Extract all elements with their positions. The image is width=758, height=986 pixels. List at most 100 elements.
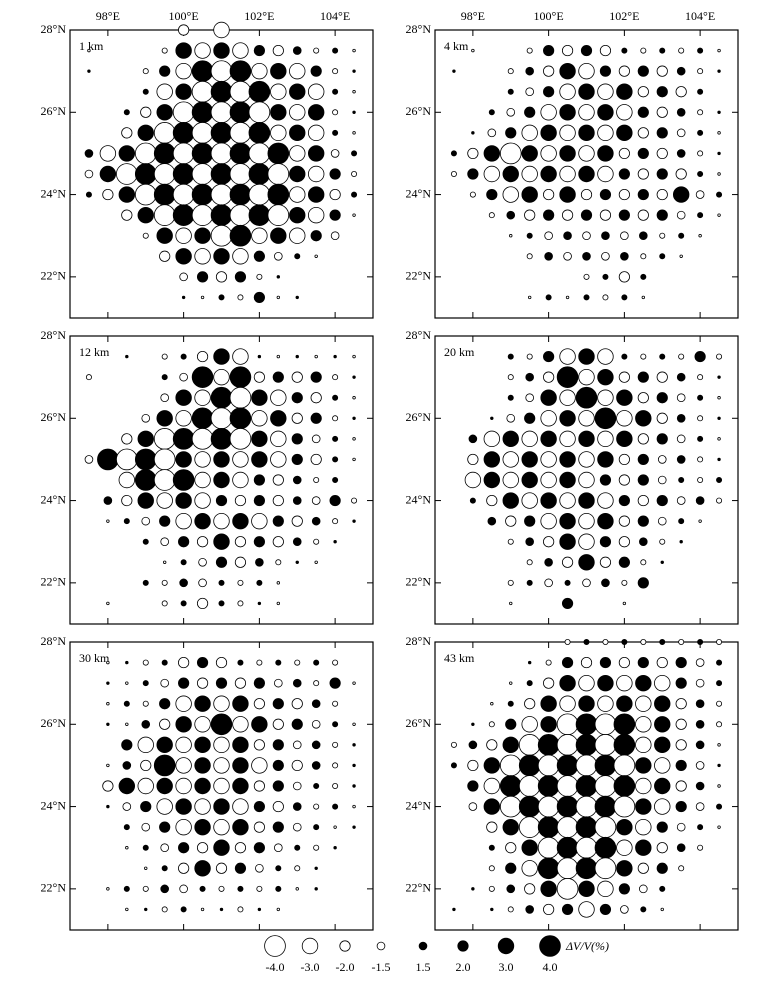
bubble — [635, 410, 652, 427]
bubble — [194, 757, 211, 774]
bubble — [191, 142, 214, 165]
bubble — [198, 578, 207, 588]
bubble — [502, 430, 519, 448]
bubble — [232, 818, 249, 836]
bubble — [307, 104, 325, 121]
bubble — [697, 47, 704, 54]
bubble — [106, 763, 110, 768]
bubble — [583, 639, 590, 646]
panel-label: 12 km — [79, 345, 110, 359]
bubble — [142, 68, 149, 75]
bubble — [275, 659, 282, 666]
bubble — [717, 743, 721, 747]
bubble — [518, 795, 541, 818]
bubble — [543, 209, 555, 221]
bubble — [329, 494, 341, 507]
y-tick-label: 28°N — [41, 634, 67, 648]
bubble — [564, 639, 571, 646]
bubble — [210, 407, 233, 430]
bubble — [175, 62, 192, 80]
y-tick-label: 28°N — [41, 328, 67, 342]
bubble — [123, 885, 130, 892]
bubble — [248, 101, 271, 124]
bubble — [618, 883, 630, 895]
bubble — [332, 435, 339, 442]
bubble — [559, 145, 576, 162]
y-tick-label: 26°N — [41, 104, 67, 118]
bubble — [272, 515, 284, 527]
bubble — [556, 713, 579, 736]
bubble — [543, 371, 555, 383]
bubble — [276, 295, 281, 300]
bubble — [717, 110, 721, 114]
bubble — [676, 413, 686, 423]
bubble — [468, 802, 478, 811]
bubble — [161, 579, 168, 586]
y-tick-label: 28°N — [406, 22, 432, 36]
bubble — [675, 718, 687, 730]
x-tick-label: 98°E — [461, 9, 485, 23]
bubble — [311, 434, 321, 444]
bubble — [123, 824, 130, 831]
bubble — [537, 734, 560, 756]
bubble — [191, 204, 214, 226]
bubble — [251, 430, 268, 448]
bubble — [160, 843, 169, 853]
y-tick-label: 24°N — [41, 492, 67, 506]
bubble — [640, 906, 647, 913]
bubble — [153, 183, 176, 206]
bubble — [142, 579, 149, 586]
bubble — [232, 42, 249, 59]
bubble — [717, 48, 721, 53]
bubble — [716, 680, 723, 687]
bubble — [695, 802, 705, 811]
bubble — [234, 494, 247, 507]
bubble — [635, 818, 652, 836]
bubble — [210, 101, 233, 124]
bubble — [509, 601, 513, 606]
bubble — [507, 353, 514, 360]
bubble — [333, 354, 337, 359]
bubble — [160, 678, 169, 688]
bubble — [518, 775, 541, 797]
bubble — [272, 494, 284, 507]
bubble — [518, 754, 541, 777]
bubble — [540, 451, 557, 468]
bubble — [229, 60, 252, 82]
bubble — [526, 253, 533, 260]
bubble — [678, 518, 685, 525]
bubble — [583, 294, 590, 301]
bubble — [215, 556, 228, 568]
x-tick-label: 98°E — [96, 9, 120, 23]
bubble — [200, 295, 205, 300]
bubble — [194, 818, 211, 836]
bubble — [106, 722, 110, 726]
bubble — [599, 65, 612, 77]
bubble — [194, 736, 211, 754]
bubble — [270, 104, 287, 121]
bubble — [697, 109, 704, 116]
bubble — [660, 560, 664, 564]
bubble — [676, 455, 686, 464]
bubble — [676, 210, 686, 220]
bubble — [697, 415, 704, 422]
bubble — [613, 754, 636, 777]
bubble — [253, 44, 265, 57]
bubble — [656, 65, 668, 77]
legend-bubble — [418, 941, 428, 951]
bubble — [635, 674, 652, 692]
bubble — [697, 88, 704, 95]
bubble — [507, 579, 514, 586]
bubble — [270, 227, 287, 244]
bubble — [679, 540, 683, 544]
bubble — [521, 124, 538, 142]
bubble — [654, 695, 671, 712]
bubble — [253, 739, 265, 751]
bubble — [483, 145, 501, 162]
bubble — [196, 350, 209, 363]
bubble — [142, 680, 149, 687]
bubble — [272, 739, 284, 751]
legend-label: -1.5 — [372, 960, 391, 974]
bubble — [675, 168, 687, 180]
bubble — [601, 251, 610, 261]
